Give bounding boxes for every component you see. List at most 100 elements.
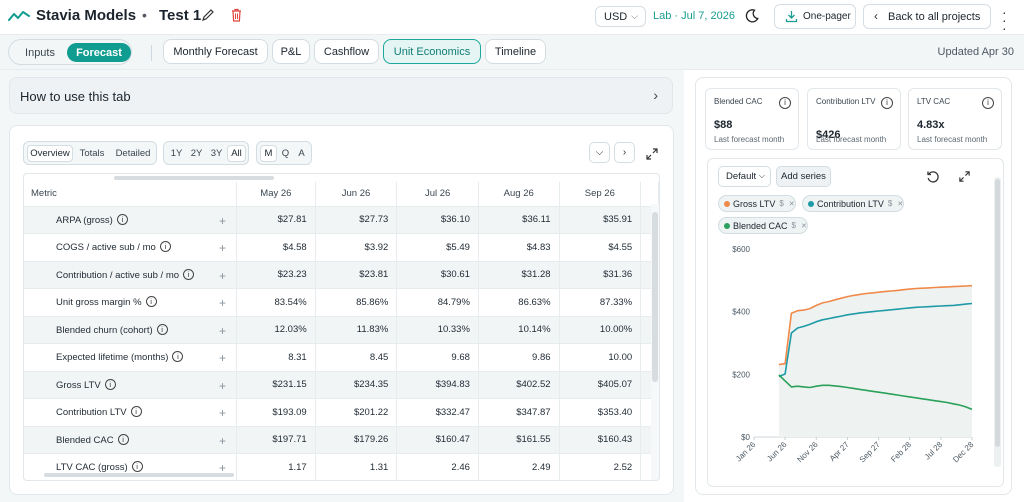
info-icon[interactable]: i [183,269,194,280]
add-to-chart-icon[interactable]: + [219,324,226,338]
mode-forecast[interactable]: Forecast [67,43,131,62]
add-series-button[interactable]: Add series [776,166,831,187]
horizontal-scrollbar-bottom[interactable] [44,473,234,477]
range-2y[interactable]: 2Y [187,145,206,162]
value-cell: $30.61 [397,261,479,289]
range-1y[interactable]: 1Y [167,145,186,162]
chip-remove-icon[interactable]: ✕ [789,200,795,208]
view-totals[interactable]: Totals [74,145,110,162]
metrics-card: Overview Totals Detailed 1Y 2Y 3Y All M … [9,125,674,495]
value-cell: 11.83% [315,316,397,344]
info-icon[interactable]: i [131,406,142,417]
value-cell: $36.10 [397,206,479,234]
mode-inputs[interactable]: Inputs [13,43,67,62]
add-to-chart-icon[interactable]: + [219,214,226,228]
info-icon[interactable]: i [779,97,791,109]
add-to-chart-icon[interactable]: + [219,434,226,448]
info-icon[interactable]: i [117,214,128,225]
range-all[interactable]: All [227,145,246,162]
chip-remove-icon[interactable]: ✕ [897,200,903,208]
value-cell: 2.46 [397,454,479,482]
series-chip-contribution-ltv[interactable]: Contribution LTV $ ✕ [802,195,904,212]
horizontal-scrollbar[interactable] [114,176,274,180]
one-pager-label: One-pager [803,11,851,22]
add-to-chart-icon[interactable]: + [219,296,226,310]
metric-cell: Unit gross margin % i + [24,289,237,317]
value-cell: $193.09 [237,399,316,427]
reset-icon[interactable] [926,170,940,184]
expand-icon[interactable] [958,170,971,183]
add-to-chart-icon[interactable]: + [219,241,226,255]
value-cell: 8.31 [237,344,316,372]
lab-date-indicator[interactable]: Lab · Jul 7, 2026 [653,10,735,22]
kpi-blended-cac: Blended CAC $88 Last forecast month i [705,88,799,150]
kpi-sub: Last forecast month [917,135,987,144]
info-icon[interactable]: i [146,296,157,307]
ltv-cac-line-chart: $0 $200 $400 $600 Jan 26 Jun 26 Nov 26 Apr 27 Se… [708,237,994,487]
x-tick-label: Jun 26 [765,440,789,464]
table-header-row: Metric May 26 Jun 26 Jul 26 Aug 26 Sep 2… [24,182,659,206]
series-chip-gross-ltv[interactable]: Gross LTV $ ✕ [718,195,796,212]
value-cell: $201.22 [315,399,397,427]
info-icon[interactable]: i [881,97,893,109]
chip-remove-icon[interactable]: ✕ [801,222,807,230]
tab-cashflow[interactable]: Cashflow [314,39,379,64]
value-cell: $31.28 [478,261,559,289]
series-color-dot [724,223,730,229]
value-cell: $27.81 [237,206,316,234]
add-to-chart-icon[interactable]: + [219,379,226,393]
granularity-q[interactable]: Q [278,145,293,162]
series-chip-blended-cac[interactable]: Blended CAC $ ✕ [718,217,808,234]
info-icon[interactable]: i [105,379,116,390]
info-icon[interactable]: i [118,434,129,445]
view-overview[interactable]: Overview [27,145,73,162]
value-cell: $353.40 [559,399,641,427]
collapse-button[interactable]: ⌵ [589,142,610,163]
tab-monthly-forecast[interactable]: Monthly Forecast [163,39,268,64]
add-to-chart-icon[interactable]: + [219,406,226,420]
metric-label: LTV CAC (gross) [56,462,128,473]
table-row: Contribution / active sub / mo i + $23.23 $2… [24,261,659,289]
moon-icon[interactable] [744,8,760,24]
project-name: Test 1 [159,7,201,24]
pencil-icon[interactable] [201,8,215,22]
kpi-label: LTV CAC [917,97,977,106]
add-to-chart-icon[interactable]: + [219,351,226,365]
value-cell: $4.58 [237,234,316,262]
chart-scrollbar[interactable] [995,179,1000,447]
table-row: Blended churn (cohort) i +12.03% 11.83% 10.3… [24,316,659,344]
how-to-panel[interactable]: How to use this tab › [9,77,673,114]
vertical-scrollbar[interactable] [652,212,658,382]
info-icon[interactable]: i [160,241,171,252]
kpi-sub: Last forecast month [714,135,784,144]
tab-timeline[interactable]: Timeline [485,39,546,64]
granularity-a[interactable]: A [294,145,309,162]
one-pager-button[interactable]: One-pager [774,4,856,29]
value-cell: $234.35 [315,371,397,399]
more-options-icon[interactable]: · · · [1002,8,1010,24]
view-detailed[interactable]: Detailed [111,145,155,162]
table-row: Contribution LTV i + $193.09 $201.22 $332.47 $… [24,399,659,427]
info-icon[interactable]: i [132,461,143,472]
series-chip-label: Gross LTV [733,199,775,209]
add-to-chart-icon[interactable]: + [219,269,226,283]
granularity-m[interactable]: M [260,145,277,162]
chart-preset-select[interactable]: Default ⌵ [718,166,771,187]
value-cell: $179.26 [315,426,397,454]
info-icon[interactable]: i [982,97,994,109]
how-to-label: How to use this tab [20,89,131,104]
info-icon[interactable]: i [157,324,168,335]
metrics-table: Metric May 26 Jun 26 Jul 26 Aug 26 Sep 2… [24,182,659,481]
expand-icon[interactable] [645,147,659,161]
range-3y[interactable]: 3Y [207,145,226,162]
back-to-projects-button[interactable]: ‹ Back to all projects [863,4,991,29]
value-cell: 87.33% [559,289,641,317]
scroll-right-button[interactable]: › [614,142,635,163]
currency-select[interactable]: USD ⌵ [595,6,646,27]
tab-pnl[interactable]: P&L [272,39,310,64]
kpi-label: Contribution LTV [816,97,876,106]
trash-icon[interactable] [230,8,243,22]
value-cell: $31.36 [559,261,641,289]
tab-unit-economics[interactable]: Unit Economics [383,39,481,64]
info-icon[interactable]: i [172,351,183,362]
